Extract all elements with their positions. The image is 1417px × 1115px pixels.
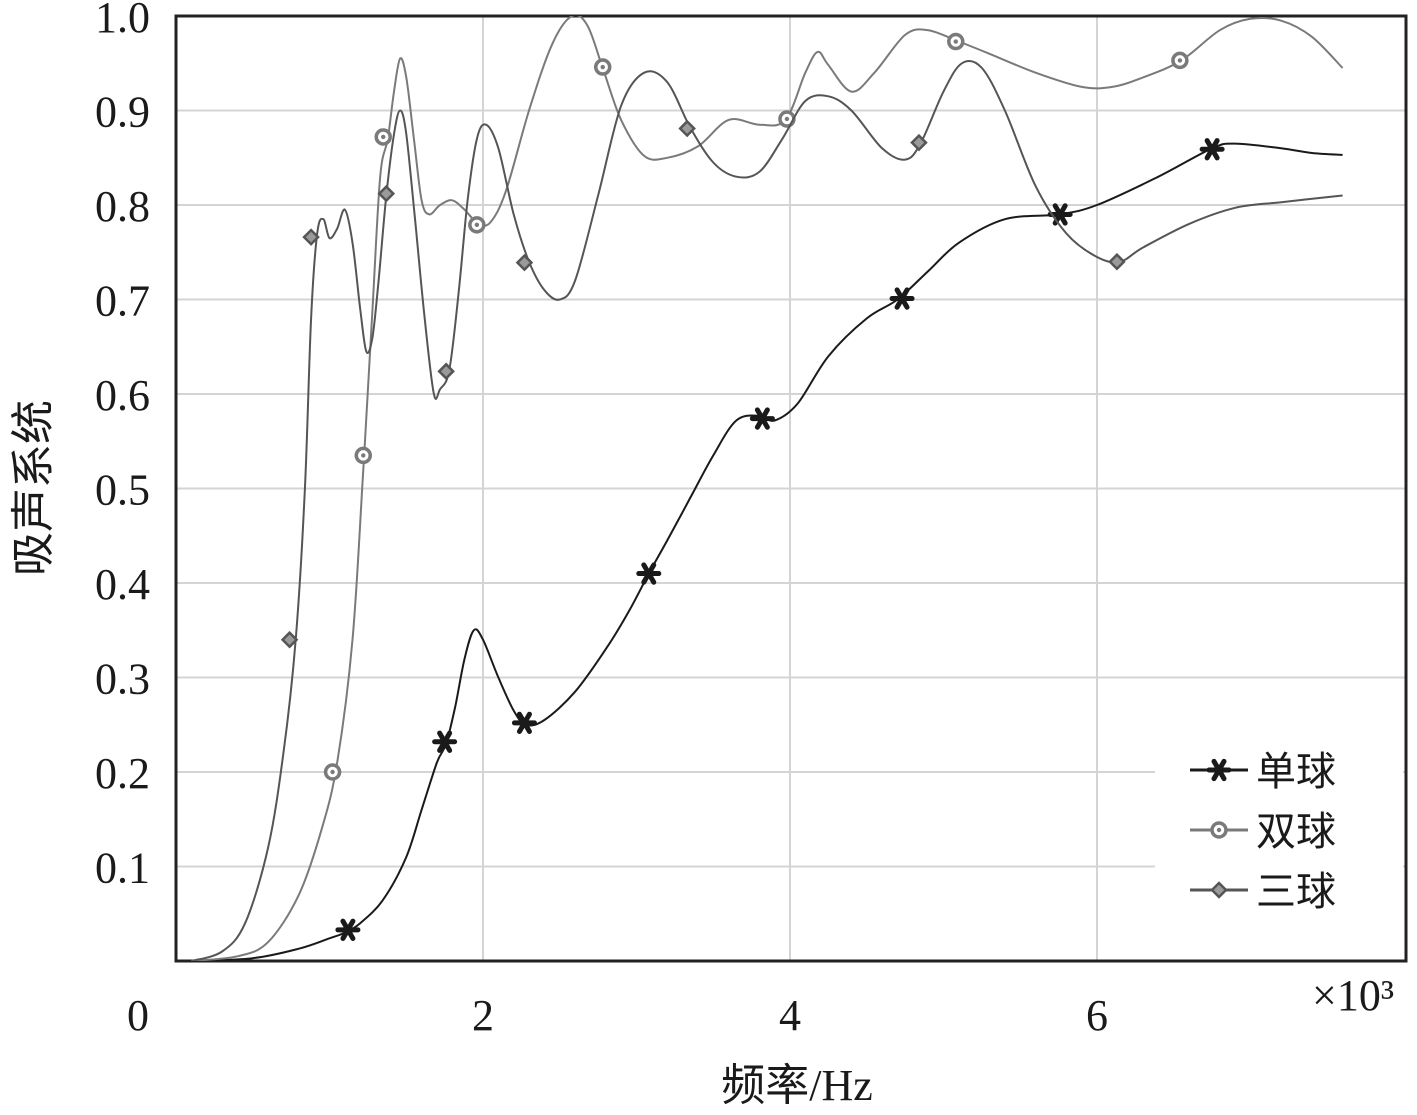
x-tick-label: 4: [779, 991, 801, 1040]
series-2-point: [1171, 51, 1189, 70]
series-3-point: [377, 184, 396, 203]
x-multiplier-label: ×10³: [1312, 971, 1394, 1020]
series-2-point: [947, 32, 965, 51]
series-3-point: [437, 362, 455, 381]
series-3-point: [302, 228, 320, 246]
series-2-point: [468, 216, 486, 234]
series-2-point: [593, 58, 612, 76]
grid-lines: [176, 16, 1406, 961]
series-3-point: [910, 133, 928, 152]
legend-marker-2: [1210, 821, 1228, 839]
y-tick-label: 0.9: [95, 88, 150, 137]
legend-label-1: 单球: [1256, 749, 1336, 795]
y-axis-title: 吸声系统: [9, 400, 58, 576]
tick-labels: 0 2 4 6 0.1 0.2 0.3 0.4 0.5 0.6 0.7 0.8 0.9 1.0: [95, 0, 1108, 1040]
series-1-point: [432, 730, 458, 753]
series-1-point: [1199, 138, 1225, 161]
y-tick-label: 0.3: [95, 655, 150, 704]
y-tick-label: 0.5: [95, 466, 150, 515]
legend-marker-3: [1210, 881, 1228, 899]
y-tick-label: 0.7: [95, 277, 150, 326]
series-line-3: [191, 59, 1343, 961]
plot-frame: [174, 14, 1408, 963]
series-3-point: [678, 119, 696, 138]
x-tick-label: 2: [472, 991, 494, 1040]
series-3-point: [515, 253, 534, 272]
legend-marker-1: [1206, 758, 1232, 782]
y-tick-label: 0.4: [95, 560, 150, 609]
series-1-point: [749, 407, 775, 430]
series-1-point: [511, 711, 537, 735]
y-tick-label: 1.0: [95, 0, 150, 42]
y-tick-label: 0.1: [95, 844, 150, 893]
series-2-point: [374, 128, 392, 146]
y-tick-label: 0.6: [95, 371, 150, 420]
series-line-2: [191, 16, 1344, 961]
series-2-point: [354, 446, 373, 465]
series-3-point: [280, 630, 299, 649]
x-axis-title: 频率/Hz: [721, 1061, 873, 1110]
series-1-point: [636, 562, 662, 585]
y-tick-label: 0.2: [95, 749, 150, 798]
x-tick-label: 0: [127, 991, 149, 1040]
series-layer: [191, 16, 1344, 961]
legend-label-2: 双球: [1256, 809, 1336, 855]
y-tick-label: 0.8: [95, 182, 150, 231]
legend-label-3: 三球: [1256, 869, 1336, 915]
series-1-point: [889, 287, 915, 310]
series-3-point: [1108, 252, 1126, 271]
series-1-point: [335, 918, 361, 941]
x-tick-label: 6: [1086, 991, 1108, 1040]
series-2-point: [323, 763, 342, 781]
